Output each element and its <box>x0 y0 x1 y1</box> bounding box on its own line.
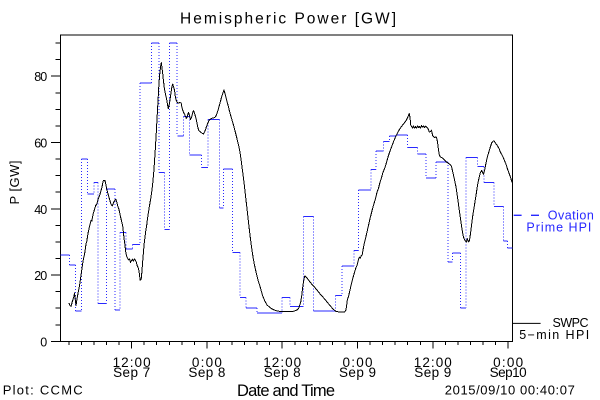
svg-text:Hemispheric Power [GW]: Hemispheric Power [GW] <box>180 11 396 28</box>
svg-text:Prime HPI: Prime HPI <box>526 220 591 234</box>
svg-text:Sep10: Sep10 <box>490 365 527 380</box>
svg-text:SWPC: SWPC <box>553 316 589 330</box>
svg-text:Ovation: Ovation <box>548 209 594 223</box>
svg-text:Sep 9: Sep 9 <box>414 365 451 380</box>
svg-text:40: 40 <box>34 203 47 217</box>
svg-text:80: 80 <box>34 70 47 84</box>
svg-text:5−min HPI: 5−min HPI <box>519 328 589 342</box>
svg-text:Sep 9: Sep 9 <box>339 365 376 380</box>
svg-text:0: 0 <box>40 335 47 349</box>
svg-text:Sep 8: Sep 8 <box>264 365 301 380</box>
svg-text:12:00: 12:00 <box>113 355 151 370</box>
svg-text:20: 20 <box>34 269 47 283</box>
svg-text:2015/09/10 00:40:07: 2015/09/10 00:40:07 <box>445 383 575 398</box>
svg-text:Sep 8: Sep 8 <box>188 365 225 380</box>
svg-text:0:00: 0:00 <box>192 355 222 370</box>
svg-text:12:00: 12:00 <box>263 355 301 370</box>
svg-text:Sep 7: Sep 7 <box>113 365 150 380</box>
svg-text:60: 60 <box>34 137 47 151</box>
svg-text:Date and Time: Date and Time <box>237 382 335 400</box>
svg-text:0:00: 0:00 <box>343 355 373 370</box>
svg-text:P [GW]: P [GW] <box>7 161 22 205</box>
svg-text:0:00: 0:00 <box>493 355 523 370</box>
svg-text:Plot: CCMC: Plot: CCMC <box>3 383 83 398</box>
svg-text:12:00: 12:00 <box>414 355 452 370</box>
